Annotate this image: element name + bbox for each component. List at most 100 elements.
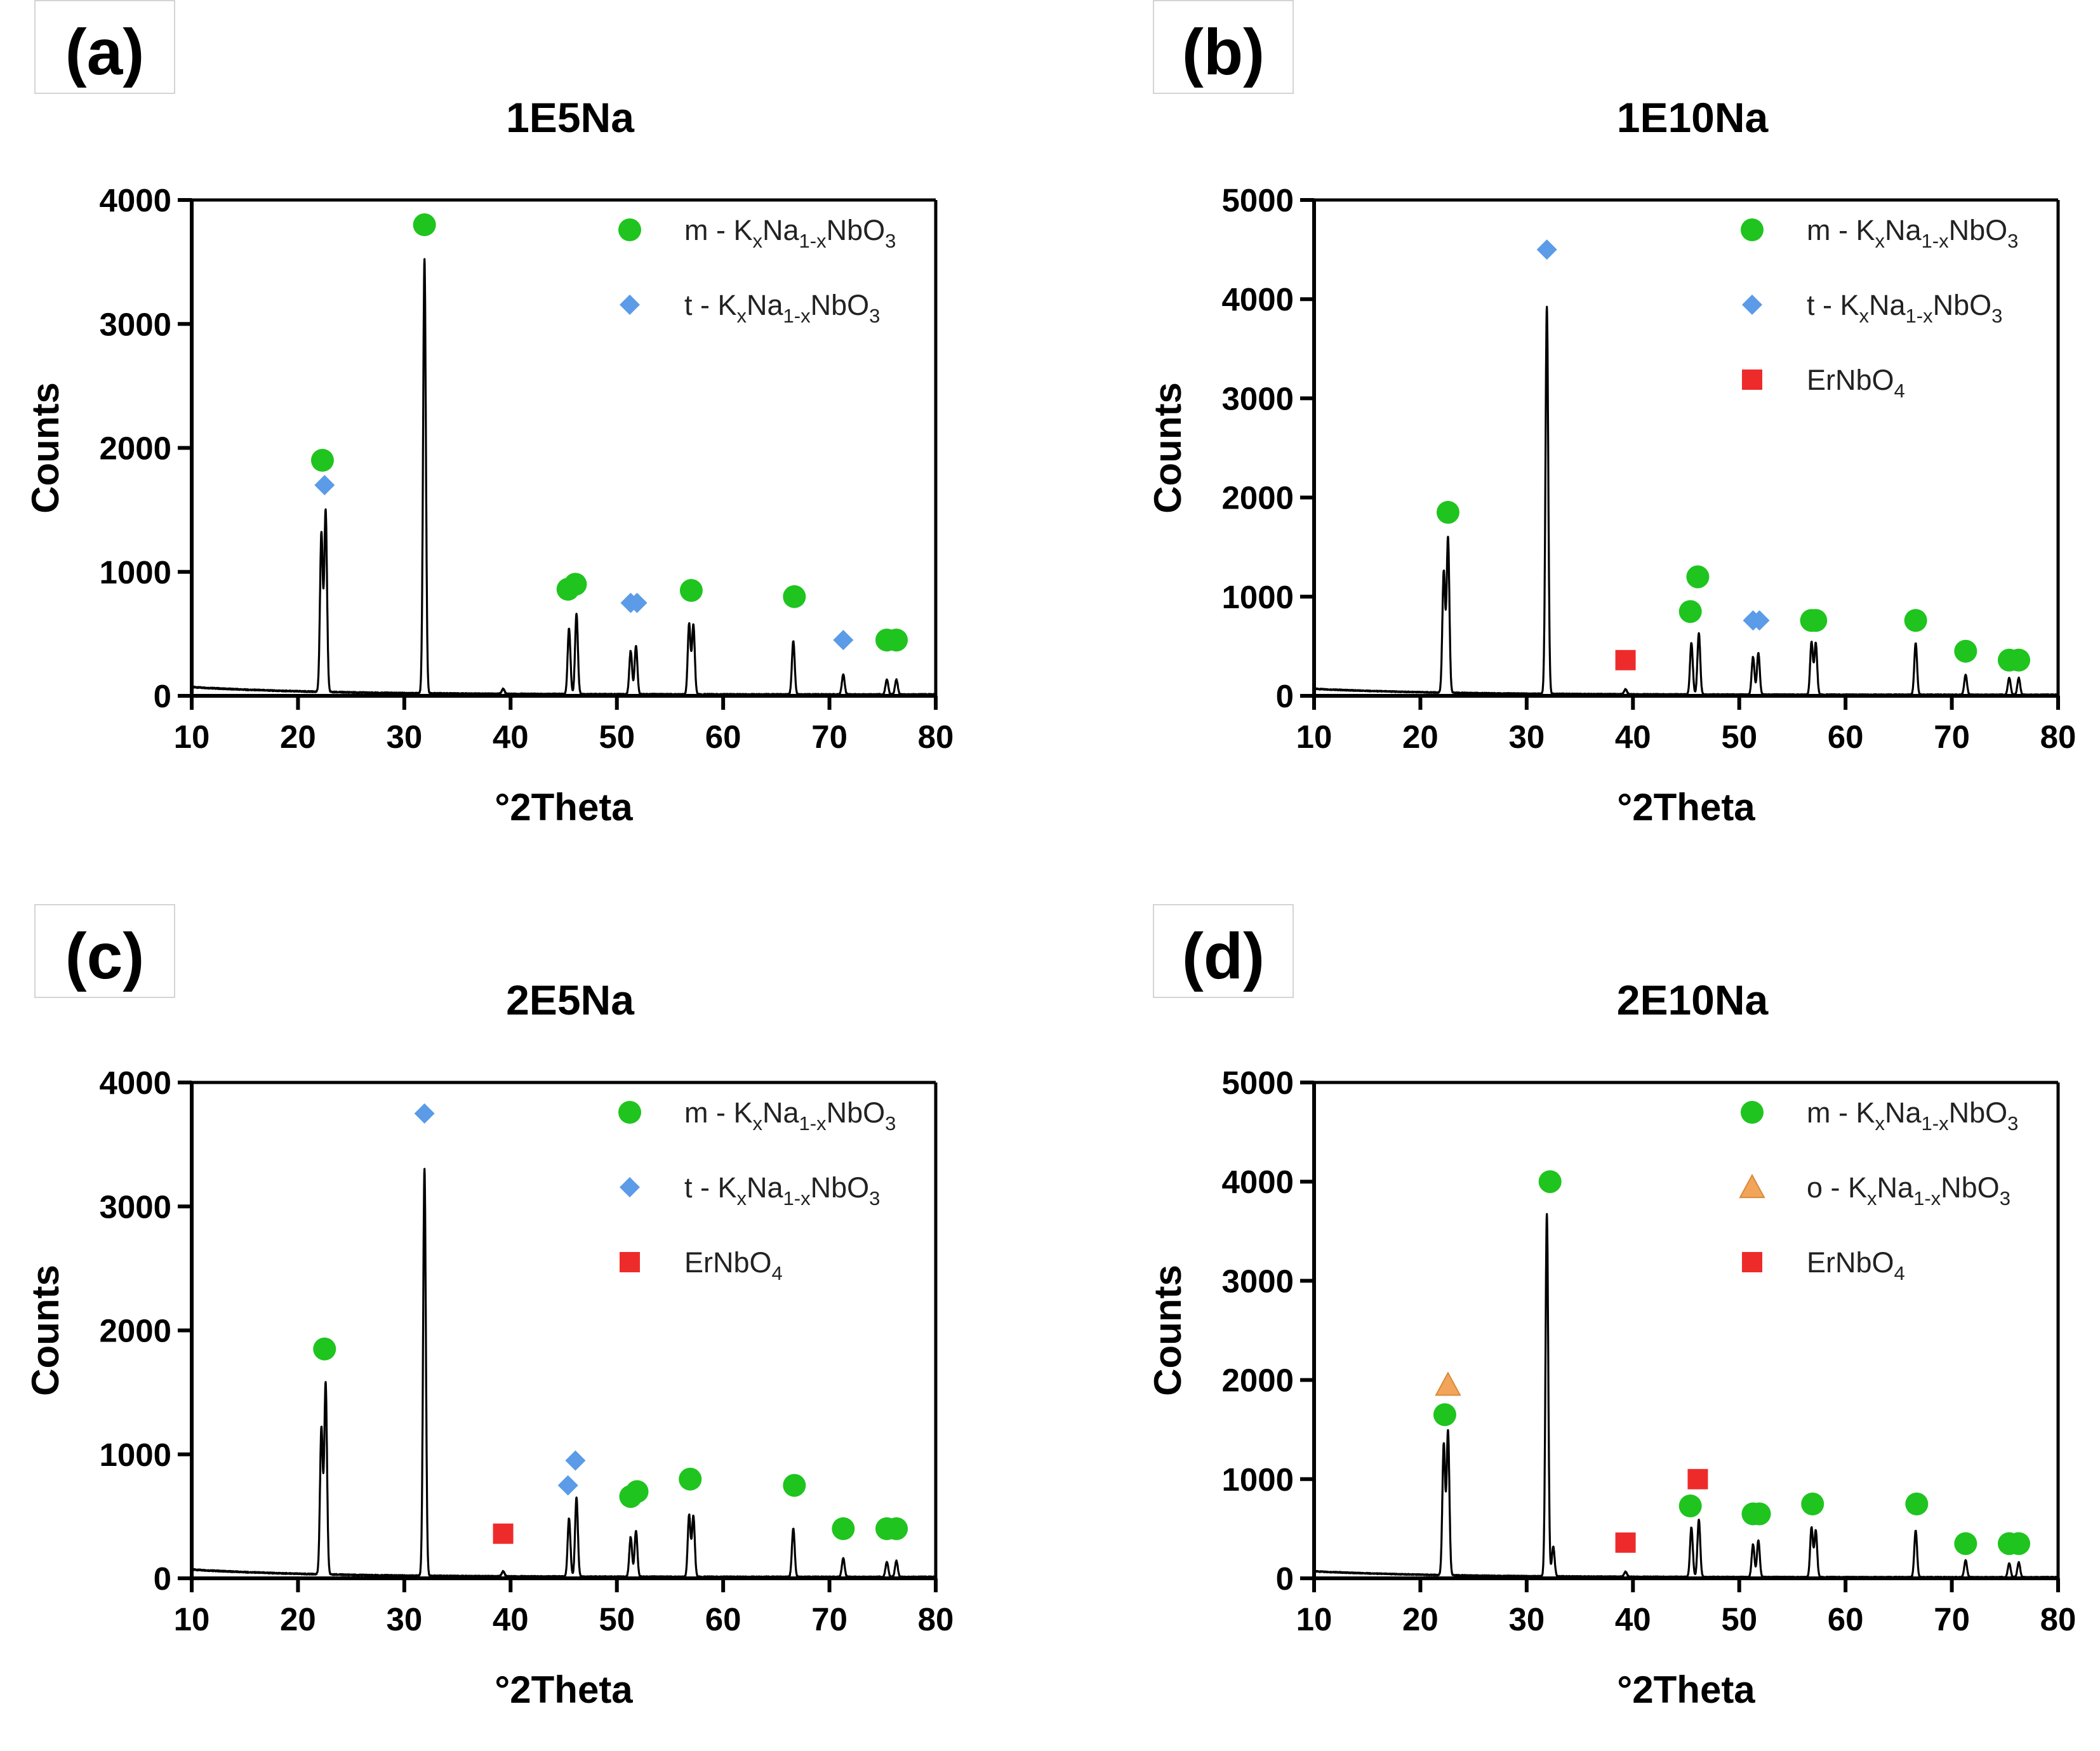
- x-tick-label: 50: [1721, 1601, 1757, 1637]
- peak-marker-diamond: [833, 630, 854, 651]
- y-tick-label: 2000: [100, 1313, 171, 1349]
- peak-marker-circle: [1678, 1494, 1702, 1517]
- y-tick-label: 1000: [1222, 1461, 1294, 1498]
- peak-marker-circle: [832, 1517, 855, 1540]
- peak-marker-circle: [1954, 1532, 1977, 1555]
- peak-marker-circle: [1538, 1170, 1562, 1194]
- y-tick-label: 1000: [100, 1437, 171, 1473]
- x-tick-label: 30: [386, 719, 422, 755]
- peak-marker-circle: [885, 1517, 908, 1540]
- y-tick-label: 3000: [100, 306, 171, 342]
- peak-marker-diamond: [557, 1475, 578, 1496]
- xrd-chart-a: 1E5Na 0 1000 2000 3000 4000 10 20 30 40 50 60 70 80 °2…: [24, 94, 954, 829]
- x-tick-label: 60: [705, 1601, 741, 1637]
- peak-marker-circle: [625, 1480, 649, 1503]
- panel-label-box: (c): [34, 904, 175, 998]
- x-tick-label: 20: [1402, 1601, 1439, 1637]
- y-tick-label: 0: [154, 1561, 171, 1597]
- legend-label: t - KxNa1-xNbO3: [1807, 289, 2002, 327]
- legend-marker-diamond: [620, 295, 640, 315]
- peak-marker-square: [1615, 649, 1636, 670]
- y-tick-label: 1000: [100, 554, 171, 590]
- peak-marker-square: [1687, 1468, 1708, 1489]
- peak-marker-circle: [1748, 1502, 1771, 1526]
- peak-marker-diamond: [1536, 239, 1557, 260]
- y-tick-label: 2000: [1222, 1362, 1294, 1399]
- peak-marker-diamond: [414, 1103, 435, 1124]
- legend-marker-square: [1742, 1252, 1762, 1272]
- x-tick-label: 40: [493, 719, 529, 755]
- panel-label: (c): [65, 920, 145, 992]
- y-tick-label: 4000: [1222, 281, 1294, 317]
- legend-label: m - KxNa1-xNbO3: [1807, 1096, 2018, 1135]
- legend-marker-triangle: [1739, 1173, 1765, 1199]
- x-tick-label: 30: [1508, 719, 1545, 755]
- peak-marker-circle: [564, 573, 587, 596]
- peak-marker-circle: [1436, 501, 1459, 524]
- y-axis-title: Counts: [24, 1265, 67, 1396]
- panel-label: (d): [1181, 920, 1265, 992]
- y-tick-label: 0: [1276, 678, 1294, 714]
- legend-marker-circle: [618, 218, 641, 241]
- chart-title: 1E10Na: [1617, 94, 1769, 141]
- y-tick-label: 5000: [1222, 1065, 1294, 1101]
- y-axis-title: Counts: [24, 382, 67, 514]
- legend-marker-circle: [1741, 1101, 1764, 1124]
- x-tick-label: 50: [599, 719, 635, 755]
- x-axis-title: °2Theta: [495, 1668, 633, 1711]
- x-tick-label: 10: [1296, 719, 1332, 755]
- peak-marker-circle: [2007, 1532, 2031, 1555]
- peak-marker-square: [1615, 1532, 1636, 1553]
- peak-marker-circle: [1904, 609, 1927, 632]
- peak-marker-circle: [1954, 639, 1977, 663]
- legend-label: ErNbO4: [684, 1246, 783, 1284]
- peak-marker-circle: [679, 1467, 702, 1491]
- peak-marker-circle: [1678, 600, 1702, 623]
- x-tick-label: 40: [1615, 719, 1651, 755]
- x-tick-label: 70: [811, 719, 847, 755]
- legend-label: t - KxNa1-xNbO3: [684, 289, 880, 327]
- peak-marker-circle: [885, 629, 908, 652]
- panel-label-box: (a): [34, 0, 175, 94]
- x-tick-label: 60: [705, 719, 741, 755]
- peak-marker-circle: [2007, 648, 2031, 672]
- y-axis-title: Counts: [1146, 1265, 1189, 1396]
- peak-marker-circle: [413, 213, 436, 237]
- x-tick-label: 40: [1615, 1601, 1651, 1637]
- x-tick-label: 50: [599, 1601, 635, 1637]
- legend-marker-square: [1742, 370, 1762, 390]
- x-tick-label: 10: [174, 1601, 210, 1637]
- panel-d: (d) 2E10Na 0 1000 2000 3000 4000 5000 10 20 30 40 5…: [1122, 882, 2100, 1751]
- x-tick-label: 80: [918, 719, 954, 755]
- x-tick-label: 70: [1934, 719, 1970, 755]
- y-tick-label: 5000: [1222, 182, 1294, 218]
- x-tick-label: 30: [386, 1601, 422, 1637]
- peak-marker-diamond: [1749, 610, 1770, 631]
- y-tick-label: 0: [1276, 1561, 1294, 1597]
- legend-label: o - KxNa1-xNbO3: [1807, 1171, 2010, 1209]
- x-tick-label: 10: [174, 719, 210, 755]
- y-tick-label: 4000: [1222, 1164, 1294, 1200]
- chart-title: 2E5Na: [506, 976, 635, 1023]
- y-tick-label: 3000: [100, 1188, 171, 1225]
- legend-marker-diamond: [1742, 295, 1762, 315]
- legend-label: m - KxNa1-xNbO3: [684, 214, 896, 252]
- x-tick-label: 20: [1402, 719, 1439, 755]
- legend-marker-square: [620, 1252, 640, 1272]
- chart-title: 2E10Na: [1617, 976, 1769, 1023]
- y-tick-label: 4000: [100, 1065, 171, 1101]
- legend-label: ErNbO4: [1807, 364, 1905, 402]
- peak-marker-circle: [783, 585, 806, 608]
- chart-title: 1E5Na: [506, 94, 635, 141]
- x-tick-label: 60: [1828, 1601, 1864, 1637]
- y-tick-label: 1000: [1222, 579, 1294, 615]
- xrd-pattern-line: [190, 258, 937, 696]
- panel-b: (b) 1E10Na 0 1000 2000 3000 4000 5000 10 20 30 40 5…: [1122, 0, 2100, 869]
- xrd-pattern-line: [190, 1168, 937, 1579]
- peak-marker-circle: [1686, 565, 1710, 589]
- peak-marker-circle: [313, 1337, 336, 1361]
- y-tick-label: 3000: [1222, 1263, 1294, 1299]
- peak-marker-circle: [1905, 1492, 1929, 1515]
- xrd-chart-b: 1E10Na 0 1000 2000 3000 4000 5000 10 20 30 40 50 60 7…: [1146, 94, 2076, 829]
- legend-label: m - KxNa1-xNbO3: [1807, 214, 2018, 252]
